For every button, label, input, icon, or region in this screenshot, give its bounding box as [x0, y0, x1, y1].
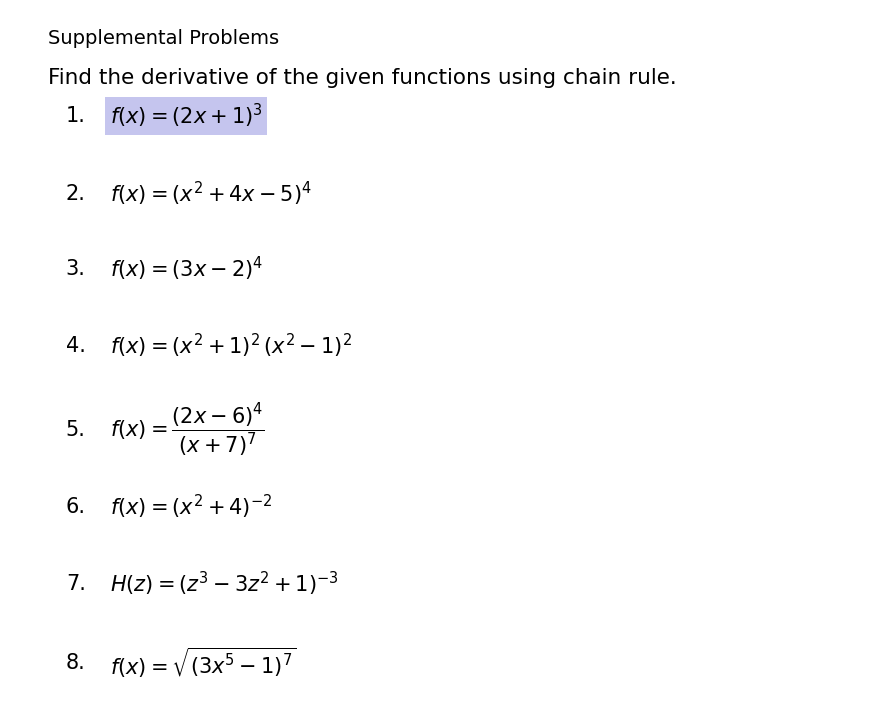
Text: $f(x) = (3x - 2)^4$: $f(x) = (3x - 2)^4$ [110, 255, 263, 283]
Text: 4.: 4. [66, 336, 86, 356]
Text: 6.: 6. [66, 497, 86, 517]
Text: 7.: 7. [66, 574, 86, 594]
Text: Supplemental Problems: Supplemental Problems [48, 29, 280, 47]
Text: $H(z) = (z^3 - 3z^2 + 1)^{-3}$: $H(z) = (z^3 - 3z^2 + 1)^{-3}$ [110, 570, 339, 599]
Text: 3.: 3. [66, 259, 86, 279]
Text: $f(x) = (x^2 + 1)^2\,(x^2 - 1)^2$: $f(x) = (x^2 + 1)^2\,(x^2 - 1)^2$ [110, 331, 352, 360]
Text: $f(x) = \sqrt{(3x^5 - 1)^7}$: $f(x) = \sqrt{(3x^5 - 1)^7}$ [110, 646, 296, 680]
Text: $f(x) = (x^2 + 4)^{-2}$: $f(x) = (x^2 + 4)^{-2}$ [110, 493, 272, 521]
Text: 8.: 8. [66, 653, 86, 673]
Text: $f(x) = (2x + 1)^3$: $f(x) = (2x + 1)^3$ [110, 102, 262, 130]
Text: Find the derivative of the given functions using chain rule.: Find the derivative of the given functio… [48, 68, 677, 88]
Text: 5.: 5. [66, 420, 86, 440]
Text: $f(x) = \dfrac{(2x - 6)^4}{(x + 7)^7}$: $f(x) = \dfrac{(2x - 6)^4}{(x + 7)^7}$ [110, 402, 264, 459]
Text: $f(x) = (x^2 + 4x - 5)^4$: $f(x) = (x^2 + 4x - 5)^4$ [110, 179, 311, 208]
Text: 2.: 2. [66, 184, 86, 204]
Text: 1.: 1. [66, 106, 86, 126]
